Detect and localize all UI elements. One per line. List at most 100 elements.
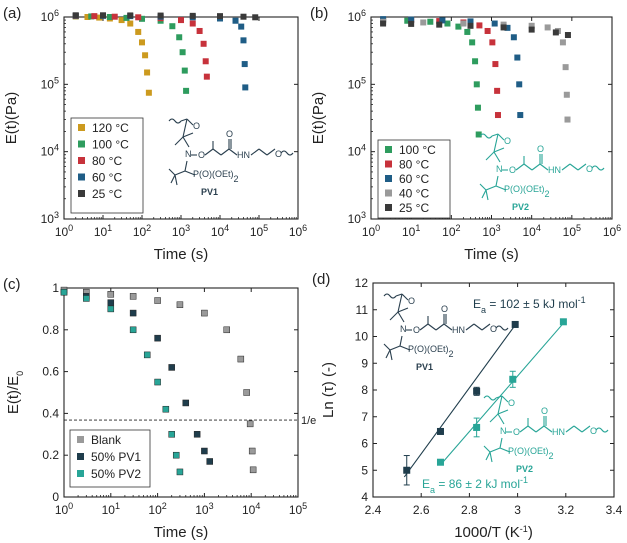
bond [499,447,511,453]
data-point [484,27,491,34]
y-tick-label: 106 [41,8,59,24]
data-point [408,16,415,23]
y-tick-label: 8 [361,383,368,397]
bond [493,151,501,163]
data-point [91,13,98,20]
legend-marker [385,204,392,211]
bond [389,311,399,321]
data-point [517,112,524,119]
oxygen-label: O [198,150,205,160]
x-tick-label: 100 [362,223,380,239]
bond [481,323,491,331]
y-tick-label: 10 [355,330,369,344]
data-point [143,351,151,359]
data-point [564,32,571,39]
legend-entry: 25 °C [92,187,122,201]
x-tick-label: 106 [289,223,307,239]
data-point [492,61,499,68]
data-point [223,326,230,334]
bond [561,163,571,171]
chart-panel-d: 2.4 2.6 2.8 3 3.2 3.4 4 5 6 7 8 9 10 11 12 (d) Ea = 102 … [312,271,623,541]
legend-marker [78,140,85,148]
data-point [509,375,517,383]
y-tick-label: 11 [356,303,369,317]
x-axis-label: Time (s) [154,524,208,541]
x-tick-label: 102 [133,223,151,239]
wavy-bond [591,165,605,171]
x-tick-label: 104 [211,223,229,239]
data-point [96,14,103,21]
data-point [408,20,415,27]
phosphonate-label: P(O)(OEt)2 [508,446,554,461]
data-point [241,61,248,68]
data-point [60,288,68,296]
data-point [237,355,245,363]
bond [489,413,499,423]
fit-line [403,321,519,478]
oxygen-label: O [275,149,282,159]
chart-panel-c: 100 101 102 103 104 105 0 0.2 0.4 0.6 0.8 1 (c) 1/e Ti… [3,276,316,541]
x-axis-label: 1000/T (K-1) [454,524,533,541]
bond [186,118,194,126]
bond [397,307,409,313]
oxygen-label: O [504,136,511,146]
bond [485,451,491,461]
data-point [193,431,201,438]
bond [184,160,188,172]
panel-label: (d) [312,271,330,288]
bond [523,163,533,171]
x-tick-label: 104 [242,501,260,517]
bond [258,148,268,156]
legend-entry: 40 °C [399,187,429,201]
data-point [240,37,247,44]
data-point [176,34,183,41]
bond [565,425,575,433]
bond [182,136,190,148]
data-point [516,81,523,88]
oxygen-label: O [508,398,515,408]
data-point [129,293,137,300]
data-point [473,81,480,88]
x-axis-label: Time (s) [154,246,208,263]
x-tick-label: 105 [563,223,581,239]
amine-label: HN [237,150,250,160]
activation-energy-pv2: Ea = 86 ± 2 kJ mol-1 [422,475,528,495]
data-point [238,23,245,30]
bond [497,413,505,425]
y-tick-label: 1 [52,281,59,295]
legend-box [70,117,144,214]
structure-label: PV1 [201,187,218,197]
nitrogen-label: N [400,324,407,334]
oxygen-label: O [537,144,544,154]
data-point [201,447,208,455]
bond [531,163,541,171]
data-point [182,399,190,407]
data-point [494,112,501,119]
data-point [181,67,188,74]
bond [495,185,507,191]
x-tick-label: 101 [402,223,420,239]
x-tick-label: 2.4 [365,503,382,517]
y-tick-label: 7 [361,410,368,424]
bond [204,148,214,156]
data-point [135,14,142,21]
legend-marker [77,470,84,477]
x-tick-label: 2.6 [413,503,430,517]
reference-line-label: 1/e [301,415,316,427]
bond [515,163,525,171]
oxygen-label: O [408,296,415,306]
bond [174,170,186,176]
oxygen-label: O [490,324,497,334]
oxygen-label: O [441,304,448,314]
data-point [460,20,467,27]
bond [266,148,276,156]
data-point [467,22,474,29]
bond [535,425,545,433]
data-point [145,89,152,96]
bond [539,163,549,171]
data-point [107,299,115,306]
data-point [206,458,213,465]
data-point [564,116,571,123]
wavy-bond [595,427,609,433]
legend-entry: 60 °C [92,171,122,185]
